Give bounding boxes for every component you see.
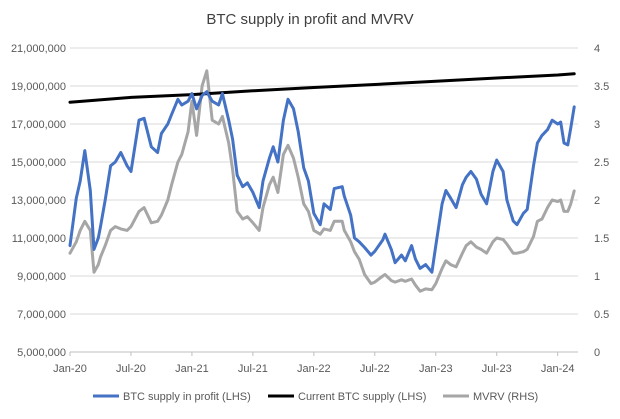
y-left-tick-label: 9,000,000 bbox=[17, 271, 66, 283]
x-tick-label: Jan-24 bbox=[541, 363, 575, 375]
y-right-tick-label: 0 bbox=[594, 347, 600, 359]
series-lines bbox=[68, 69, 576, 293]
y-right-tick-label: 2.5 bbox=[594, 157, 609, 169]
y-left-tick-label: 11,000,000 bbox=[12, 233, 66, 245]
y-right-tick-label: 1 bbox=[594, 271, 600, 283]
y-left-axis: 5,000,000 7,000,000 9,000,000 11,000,000 13,… bbox=[11, 43, 66, 359]
x-tick-label: Jan-20 bbox=[53, 363, 87, 375]
series-line-btc-supply-in-profit-lhs bbox=[68, 90, 576, 274]
y-right-tick-label: 2 bbox=[594, 195, 600, 207]
legend-label: MVRV (RHS) bbox=[473, 391, 538, 403]
y-right-tick-label: 1.5 bbox=[594, 233, 609, 245]
y-left-tick-label: 13,000,000 bbox=[11, 195, 66, 207]
y-right-tick-label: 3 bbox=[594, 119, 600, 131]
legend-label: BTC supply in profit (LHS) bbox=[123, 391, 251, 403]
series-line-mvrv-rhs bbox=[68, 69, 576, 293]
legend-item: BTC supply in profit (LHS) bbox=[93, 391, 251, 403]
y-left-tick-label: 21,000,000 bbox=[11, 43, 66, 55]
x-tick-label: Jan-22 bbox=[297, 363, 331, 375]
x-tick-label: Jul-21 bbox=[238, 363, 268, 375]
x-tick-label: Jan-23 bbox=[419, 363, 453, 375]
chart-title: BTC supply in profit and MVRV bbox=[206, 11, 413, 28]
x-tick-label: Jul-23 bbox=[482, 363, 512, 375]
legend-label: Current BTC supply (LHS) bbox=[298, 391, 426, 403]
y-right-tick-label: 0.5 bbox=[594, 309, 609, 321]
y-right-tick-label: 4 bbox=[594, 43, 600, 55]
x-tick-label: Jul-20 bbox=[116, 363, 146, 375]
y-right-tick-label: 3.5 bbox=[594, 81, 609, 93]
y-left-tick-label: 17,000,000 bbox=[11, 119, 66, 131]
x-axis: Jan-20 Jul-20 Jan-21 Jul-21 Jan-22 Jul-22 Jan-… bbox=[53, 351, 578, 375]
legend: BTC supply in profit (LHS) Current BTC su… bbox=[93, 391, 538, 403]
y-left-tick-label: 7,000,000 bbox=[17, 309, 66, 321]
y-left-tick-label: 19,000,000 bbox=[11, 81, 66, 93]
y-left-tick-label: 15,000,000 bbox=[11, 157, 66, 169]
series-line-current-btc-supply-lhs bbox=[68, 72, 576, 104]
legend-item: MVRV (RHS) bbox=[443, 391, 538, 403]
x-tick-label: Jan-21 bbox=[175, 363, 209, 375]
y-right-axis: 0 0.5 1 1.5 2 2.5 3 3.5 4 bbox=[594, 43, 609, 359]
y-left-tick-label: 5,000,000 bbox=[17, 347, 66, 359]
x-tick-label: Jul-22 bbox=[360, 363, 390, 375]
legend-item: Current BTC supply (LHS) bbox=[268, 391, 426, 403]
